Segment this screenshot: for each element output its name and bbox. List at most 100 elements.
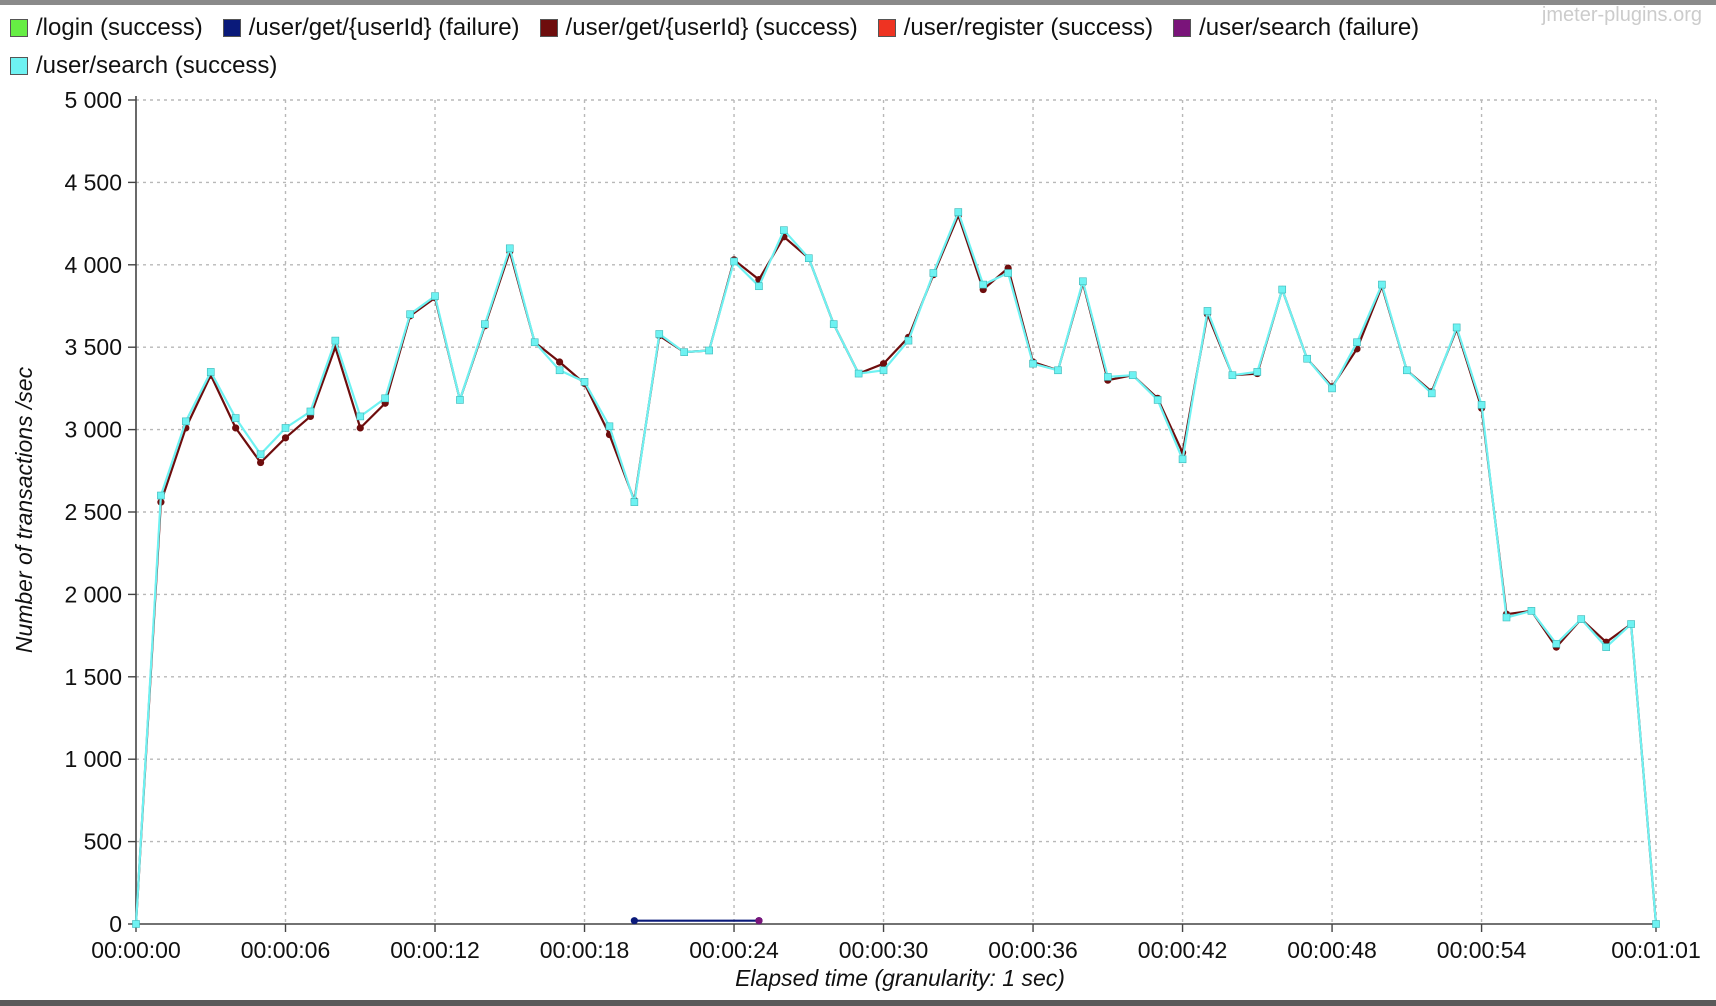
data-point-user-search-success [630, 498, 639, 506]
data-point-user-search-success [256, 450, 265, 459]
x-tick-label: 00:00:48 [1287, 937, 1377, 963]
chart-series [132, 208, 1660, 928]
x-tick-label: 00:00:42 [1138, 937, 1228, 963]
data-point-user-search-success [132, 920, 140, 928]
data-point-user-get-userid-failure [630, 917, 638, 925]
data-point-user-search-success [281, 424, 290, 432]
y-tick-label: 3 000 [64, 417, 122, 443]
data-point-user-search-success [1253, 368, 1262, 376]
data-point-user-search-success [804, 254, 813, 263]
data-point-user-get-userid-success [556, 358, 564, 366]
legend-label: /user/search (success) [36, 52, 278, 79]
legend-item-user-get-success[interactable]: /user/get/{userId} (success) [539, 14, 858, 42]
y-axis-label: Number of transactions /sec [11, 366, 37, 653]
data-point-user-get-userid-success [281, 434, 290, 442]
legend-swatch [222, 19, 241, 37]
y-tick-label: 2 000 [64, 581, 122, 607]
legend-label: /user/get/{userId} (failure) [248, 14, 520, 41]
x-tick-label: 00:00:18 [540, 937, 630, 963]
data-point-user-search-failure [755, 917, 763, 925]
data-point-user-search-success [680, 348, 688, 356]
legend-label: /user/register (success) [903, 14, 1154, 41]
x-tick-label: 00:00:24 [689, 937, 779, 963]
data-point-user-search-success [580, 378, 589, 386]
data-point-user-search-success [231, 414, 240, 422]
data-point-user-search-success [730, 257, 738, 266]
legend-item-login-success[interactable]: /login (success) [10, 14, 203, 42]
data-point-user-search-success [879, 366, 888, 375]
data-point-user-get-userid-success [232, 424, 240, 432]
data-point-user-search-success [356, 412, 365, 421]
chart-axes [128, 96, 1657, 932]
data-point-user-search-success [1427, 389, 1436, 398]
data-point-user-search-success [1128, 371, 1137, 380]
data-point-user-search-success [555, 366, 564, 375]
data-point-user-search-success [780, 226, 788, 234]
data-point-user-search-success [979, 280, 988, 289]
data-point-user-search-success [1178, 455, 1187, 464]
data-point-user-search-success [755, 282, 763, 291]
data-point-user-search-success [1552, 640, 1561, 648]
legend-swatch [1173, 19, 1192, 37]
data-point-user-search-success [1353, 338, 1361, 347]
data-point-user-search-success [1527, 607, 1536, 615]
data-point-user-search-success [1627, 620, 1635, 628]
data-point-user-search-success [1079, 277, 1087, 286]
data-point-user-search-success [1004, 269, 1012, 277]
legend-swatch [10, 57, 28, 75]
data-point-user-search-success [1378, 280, 1386, 289]
data-point-user-search-success [1203, 307, 1212, 315]
legend-label: /user/search (failure) [1199, 14, 1420, 41]
legend-item-user-search-success[interactable]: /user/search (success) [10, 52, 277, 80]
data-point-user-search-success [1054, 366, 1062, 375]
data-point-user-search-success [406, 310, 414, 319]
x-tick-label: 00:00:54 [1437, 937, 1527, 963]
data-point-user-search-success [1502, 613, 1511, 622]
x-tick-label: 00:00:12 [390, 937, 480, 963]
data-point-user-search-success [904, 336, 913, 345]
legend-item-user-register-success[interactable]: /user/register (success) [877, 14, 1154, 42]
y-tick-label: 500 [84, 829, 122, 855]
data-point-user-search-success [1153, 396, 1162, 404]
data-point-user-search-success [705, 346, 713, 355]
data-point-user-search-success [929, 269, 938, 277]
y-tick-label: 4 000 [64, 252, 122, 278]
data-point-user-search-success [306, 407, 315, 416]
legend-swatch [877, 19, 896, 37]
legend-item-user-search-failure[interactable]: /user/search (failure) [1173, 14, 1419, 42]
legend-item-user-get-failure[interactable]: /user/get/{userId} (failure) [222, 14, 520, 42]
y-tick-label: 5 000 [64, 87, 122, 113]
data-point-user-search-success [331, 336, 340, 345]
data-point-user-search-success [1602, 643, 1610, 651]
data-point-user-search-success [1303, 354, 1311, 363]
data-point-user-search-success [157, 491, 165, 500]
data-point-user-search-success [605, 422, 614, 431]
data-point-user-search-success [829, 320, 838, 328]
x-tick-label: 00:00:30 [839, 937, 929, 963]
data-point-user-search-success [1477, 401, 1486, 409]
data-point-user-search-success [505, 244, 514, 253]
legend-label: /user/get/{userId} (success) [565, 14, 858, 41]
data-point-user-search-success [655, 330, 664, 338]
legend-swatch [10, 19, 28, 37]
window-top-border [0, 0, 1716, 5]
y-tick-label: 1 500 [64, 664, 122, 690]
x-axis-label: Elapsed time (granularity: 1 sec) [735, 965, 1065, 991]
x-tick-label: 00:00:36 [988, 937, 1078, 963]
data-point-user-search-success [1452, 323, 1461, 332]
watermark: jmeter-plugins.org [1541, 4, 1702, 26]
chart-grid [136, 99, 1657, 924]
data-point-user-search-success [431, 292, 439, 300]
y-tick-label: 3 500 [64, 334, 122, 360]
x-tick-label: 00:00:06 [241, 937, 331, 963]
series-line-user-get-userid-success [134, 214, 1658, 925]
data-point-user-search-success [1652, 920, 1660, 928]
x-tick-label: 00:01:01 [1611, 937, 1701, 963]
window-bottom-border [0, 1000, 1716, 1006]
data-point-user-search-success [1328, 384, 1336, 393]
x-tick-label: 00:00:00 [91, 937, 181, 963]
y-tick-label: 1 000 [64, 746, 122, 772]
data-point-user-search-success [481, 320, 489, 328]
data-point-user-search-success [1228, 371, 1237, 380]
data-point-user-search-success [954, 208, 963, 216]
